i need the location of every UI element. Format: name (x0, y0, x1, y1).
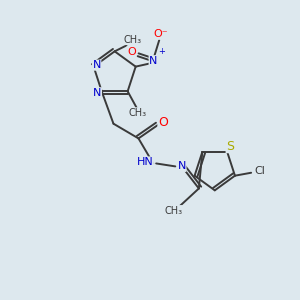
Text: N: N (93, 88, 101, 98)
Text: CH₃: CH₃ (128, 108, 146, 118)
Text: N: N (92, 60, 101, 70)
Text: O: O (158, 116, 168, 129)
Text: O⁻: O⁻ (153, 29, 168, 39)
Text: N: N (178, 161, 186, 171)
Text: CH₃: CH₃ (123, 34, 141, 45)
Text: Cl: Cl (254, 166, 265, 176)
Text: S: S (226, 140, 234, 153)
Text: CH₃: CH₃ (164, 206, 182, 216)
Text: O: O (127, 47, 136, 57)
Text: N: N (149, 56, 158, 66)
Text: +: + (158, 47, 165, 56)
Text: HN: HN (136, 157, 153, 167)
